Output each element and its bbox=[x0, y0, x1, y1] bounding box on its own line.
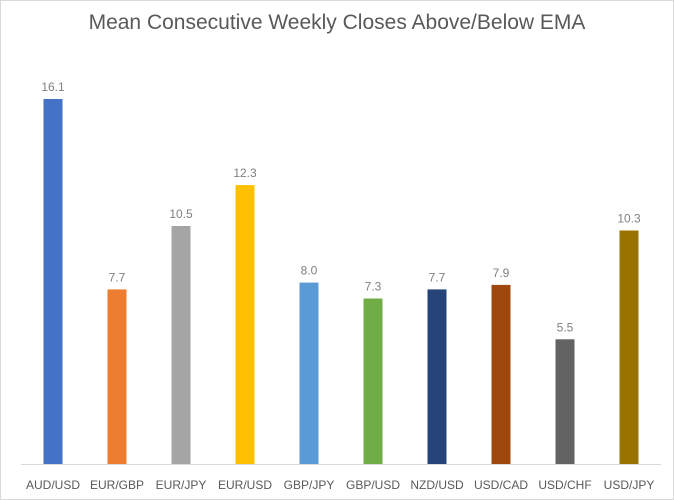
category-label: USD/CAD bbox=[474, 478, 528, 492]
data-label: 10.3 bbox=[617, 212, 641, 226]
data-label: 7.3 bbox=[365, 280, 382, 294]
category-label: GBP/USD bbox=[346, 478, 400, 492]
category-label: USD/JPY bbox=[604, 478, 655, 492]
category-label: EUR/JPY bbox=[156, 478, 207, 492]
data-label: 12.3 bbox=[233, 166, 257, 180]
data-label: 7.7 bbox=[109, 270, 126, 284]
category-label: NZD/USD bbox=[410, 478, 464, 492]
data-label: 10.5 bbox=[169, 207, 193, 221]
category-label: USD/CHF bbox=[538, 478, 591, 492]
bar-gbp-jpy bbox=[299, 282, 319, 464]
bar-usd-chf bbox=[555, 339, 575, 464]
bar-usd-jpy bbox=[619, 230, 639, 464]
chart-title: Mean Consecutive Weekly Closes Above/Bel… bbox=[88, 11, 586, 34]
bar-nzd-usd bbox=[427, 289, 447, 464]
bar-gbp-usd bbox=[363, 298, 383, 464]
bar-eur-jpy bbox=[171, 226, 191, 464]
data-label: 5.5 bbox=[557, 320, 574, 334]
category-label: AUD/USD bbox=[26, 478, 80, 492]
bar-usd-cad bbox=[491, 284, 511, 464]
data-label: 8.0 bbox=[301, 264, 318, 278]
data-label: 7.7 bbox=[429, 270, 446, 284]
bar-aud-usd bbox=[43, 99, 63, 464]
category-label: EUR/USD bbox=[218, 478, 272, 492]
data-label: 16.1 bbox=[41, 80, 65, 94]
category-label: GBP/JPY bbox=[284, 478, 335, 492]
data-label: 7.9 bbox=[493, 266, 510, 280]
category-label: EUR/GBP bbox=[90, 478, 144, 492]
bar-eur-gbp bbox=[107, 289, 127, 464]
bar-eur-usd bbox=[235, 185, 255, 464]
